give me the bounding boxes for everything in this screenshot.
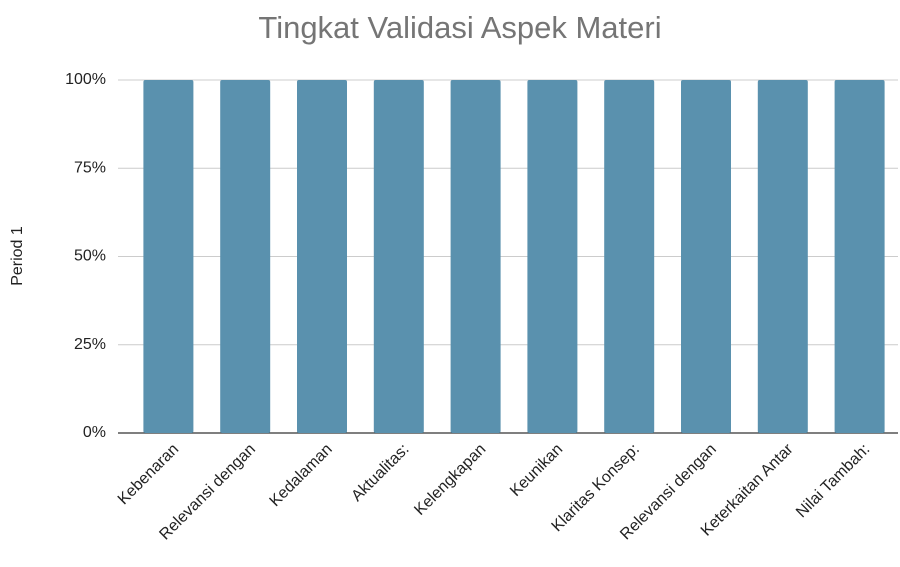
bar	[220, 80, 271, 433]
bar	[297, 80, 347, 433]
x-tick-label: Keunikan	[507, 441, 566, 500]
bar	[143, 80, 194, 433]
bar	[527, 80, 578, 433]
x-tick-label: Kelengkapan	[411, 441, 489, 519]
x-tick-label: Kebenaran	[115, 441, 182, 508]
bar	[604, 80, 655, 433]
x-tick-label: Kedalaman	[267, 441, 336, 510]
x-tick-label: Aktualitas:	[348, 441, 412, 505]
bar	[681, 80, 731, 433]
chart-title: Tingkat Validasi Aspek Materi	[258, 10, 661, 45]
y-tick-label: 25%	[74, 336, 106, 353]
y-axis-label: Period 1	[9, 226, 26, 286]
y-tick-label: 0%	[83, 424, 106, 441]
bar	[757, 80, 808, 433]
bar	[450, 80, 501, 433]
x-tick-label: Nilai Tambah:	[793, 441, 873, 521]
y-tick-label: 100%	[65, 71, 106, 88]
bar	[373, 80, 424, 433]
y-tick-label: 75%	[74, 159, 106, 176]
bar	[834, 80, 885, 433]
y-tick-label: 50%	[74, 248, 106, 265]
